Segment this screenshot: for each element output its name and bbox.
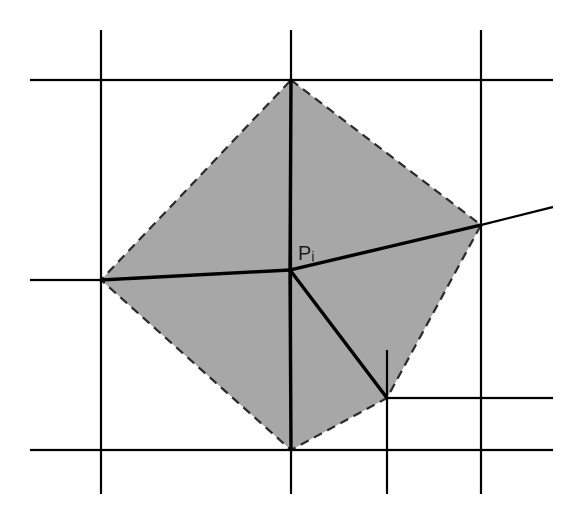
spoke-edge bbox=[290, 80, 291, 270]
spoke-edge bbox=[290, 270, 291, 450]
voronoi-diagram: Pᵢ bbox=[0, 0, 583, 524]
grid-line bbox=[481, 207, 553, 225]
labels: Pᵢ bbox=[298, 243, 314, 265]
center-node-label: Pᵢ bbox=[298, 243, 314, 265]
